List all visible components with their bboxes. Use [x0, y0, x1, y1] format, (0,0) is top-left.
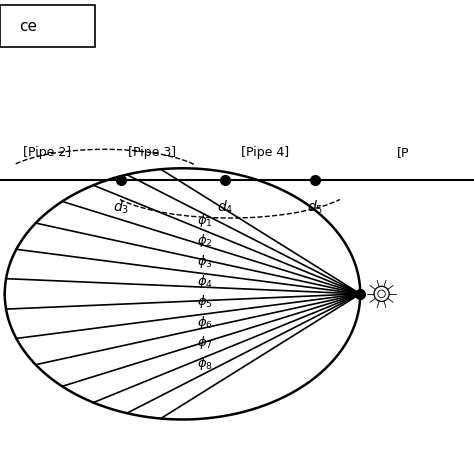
Text: $\phi_3$: $\phi_3$	[197, 253, 212, 270]
FancyBboxPatch shape	[0, 5, 95, 47]
Text: [Pipe 3]: [Pipe 3]	[128, 146, 176, 159]
Text: $d_3$: $d_3$	[113, 199, 129, 217]
Text: [Pipe 2]: [Pipe 2]	[23, 146, 72, 159]
Text: $\phi_8$: $\phi_8$	[197, 355, 213, 372]
Text: ce: ce	[19, 18, 37, 34]
Text: $\phi_1$: $\phi_1$	[197, 212, 212, 229]
Text: $\phi_6$: $\phi_6$	[197, 314, 213, 331]
Text: $\phi_4$: $\phi_4$	[197, 273, 213, 290]
Text: $d_5$: $d_5$	[307, 199, 323, 217]
Text: $\phi_2$: $\phi_2$	[197, 232, 212, 249]
Text: $d_4$: $d_4$	[217, 199, 233, 217]
Text: [P: [P	[397, 146, 409, 159]
Text: [Pipe 4]: [Pipe 4]	[241, 146, 290, 159]
Text: $\phi_5$: $\phi_5$	[197, 293, 212, 310]
Circle shape	[374, 286, 389, 301]
Text: $\phi_7$: $\phi_7$	[197, 334, 212, 351]
